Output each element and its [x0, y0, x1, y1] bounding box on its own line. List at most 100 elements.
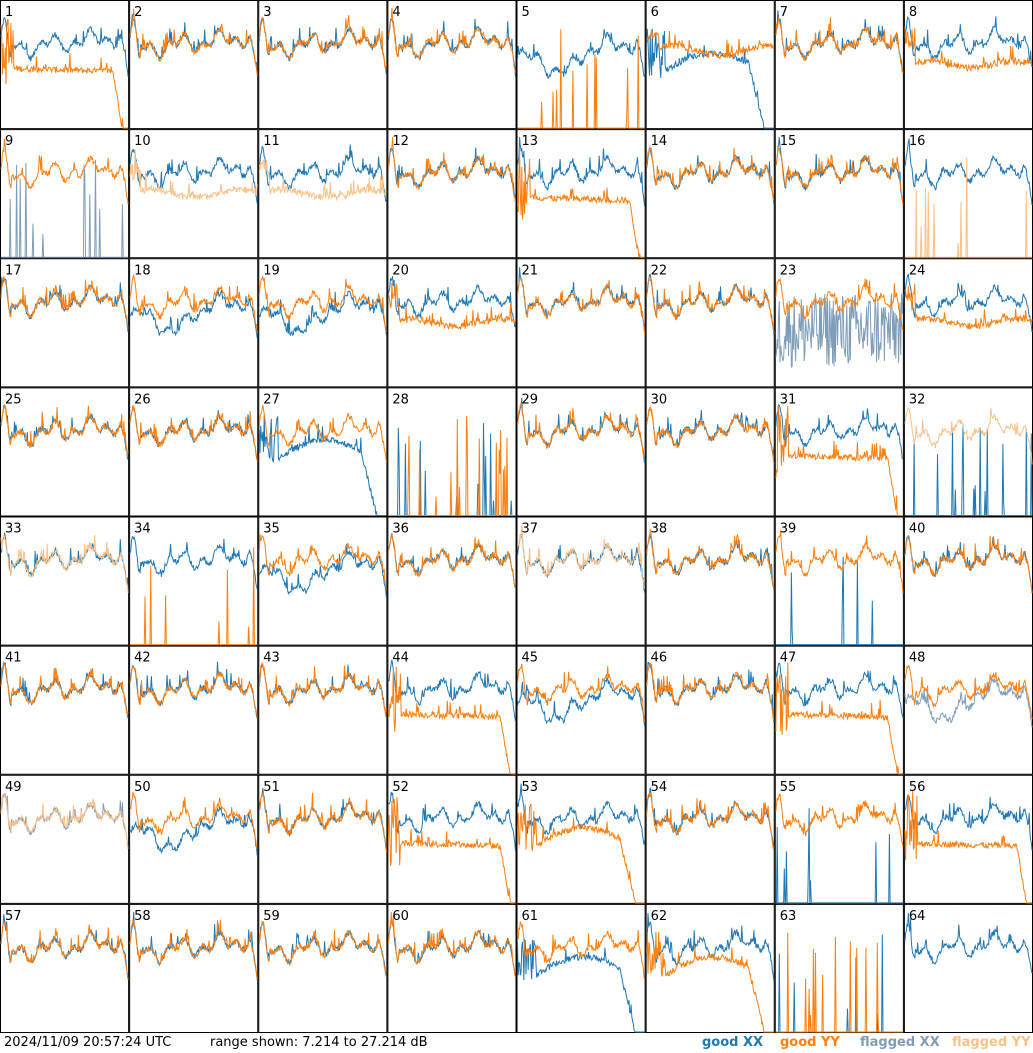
panel-59: 59	[258, 903, 388, 1033]
panel-frame	[387, 129, 517, 259]
panel-frame	[0, 516, 130, 646]
panel-label: 52	[392, 780, 409, 795]
panel-frame	[645, 645, 775, 775]
panel-label: 36	[392, 522, 409, 537]
series-yy-line	[258, 662, 387, 717]
panel-frame	[645, 129, 775, 259]
series-yy-line	[0, 276, 129, 329]
series-yy-line	[258, 15, 387, 71]
series-yy-line	[387, 137, 516, 204]
series-yy-line	[904, 789, 1032, 904]
panel-label: 59	[263, 909, 280, 924]
panel-label: 38	[651, 522, 668, 537]
series-xx-line	[129, 289, 258, 339]
panel-frame	[645, 774, 775, 904]
series-xx-line	[517, 675, 646, 726]
range-label: range shown: 7.214 to 27.214 dB	[210, 1035, 428, 1050]
panel-label: 51	[263, 780, 280, 795]
panel-frame	[258, 645, 388, 775]
series-yy-line	[775, 145, 904, 205]
panel-label: 19	[263, 263, 280, 278]
panel-label: 9	[5, 134, 13, 149]
panel-13: 13	[516, 129, 646, 259]
panel-label: 23	[780, 263, 797, 278]
panel-frame	[645, 516, 775, 646]
series-yy-line	[388, 415, 516, 516]
panel-label: 61	[522, 909, 539, 924]
panel-label: 57	[5, 909, 22, 924]
panel-label: 42	[134, 651, 151, 666]
series-yy-line	[646, 931, 774, 1033]
series-xx-line	[129, 536, 258, 590]
panel-38: 38	[645, 516, 775, 646]
panel-label: 20	[392, 263, 409, 278]
panel-label: 28	[392, 392, 409, 407]
series-yy-line	[387, 797, 516, 904]
panel-frame	[774, 645, 904, 775]
panel-label: 55	[780, 780, 797, 795]
panel-24: 24	[903, 258, 1033, 388]
panel-frame	[774, 516, 904, 646]
panel-frame	[516, 774, 646, 904]
panel-63: 63	[774, 903, 904, 1033]
panel-58: 58	[129, 903, 259, 1033]
series-xx-line	[904, 676, 1033, 728]
panel-frame	[258, 129, 388, 259]
panel-frame	[129, 387, 259, 517]
series-yy-line	[258, 534, 387, 589]
panel-label: 48	[909, 651, 926, 666]
panel-label: 56	[909, 780, 926, 795]
panel-label: 25	[5, 392, 22, 407]
series-xx-line	[517, 29, 645, 79]
panel-label: 63	[780, 909, 797, 924]
panel-label: 50	[134, 780, 151, 795]
panel-frame	[258, 387, 388, 517]
series-yy-line	[517, 921, 646, 981]
panel-label: 33	[5, 522, 22, 537]
series-yy-line	[258, 919, 387, 977]
panel-41: 41	[0, 645, 130, 775]
panel-frame	[645, 258, 775, 388]
series-yy-line	[904, 534, 1033, 594]
panel-4: 4	[387, 0, 517, 130]
panel-34: 34	[129, 516, 259, 646]
panel-frame	[258, 903, 388, 1033]
panel-label: 21	[522, 263, 539, 278]
panel-label: 30	[651, 392, 668, 407]
panel-27: 27	[258, 387, 388, 517]
panel-frame	[0, 387, 130, 517]
series-xx-line	[904, 423, 1033, 516]
panel-frame	[387, 903, 517, 1033]
panel-53: 53	[516, 774, 646, 904]
panel-label: 14	[651, 134, 668, 149]
panel-52: 52	[387, 774, 517, 904]
series-xx-line	[775, 556, 903, 646]
series-yy-line	[904, 665, 1033, 720]
panel-39: 39	[774, 516, 904, 646]
panel-64: 64	[903, 903, 1033, 1033]
series-yy-line	[775, 17, 904, 73]
panel-label: 12	[392, 134, 409, 149]
series-yy-line	[646, 527, 775, 589]
panel-26: 26	[129, 387, 259, 517]
series-yy-line	[387, 911, 516, 978]
panel-label: 6	[651, 5, 659, 20]
series-yy-line	[904, 26, 1033, 73]
series-xx-line	[0, 404, 129, 460]
series-xx-line	[129, 661, 258, 719]
series-yy-line	[258, 791, 387, 852]
series-xx-line	[904, 16, 1033, 67]
panel-frame	[645, 387, 775, 517]
panel-frame	[129, 0, 259, 130]
series-xx-line	[904, 794, 1033, 851]
panel-22: 22	[645, 258, 775, 388]
panel-frame	[0, 645, 130, 775]
panel-label: 43	[263, 651, 280, 666]
panel-30: 30	[645, 387, 775, 517]
series-yy-line	[517, 663, 646, 722]
panel-label: 49	[5, 780, 22, 795]
series-xx-line	[258, 543, 387, 598]
panel-label: 47	[780, 651, 797, 666]
panel-1: 1	[0, 0, 130, 130]
